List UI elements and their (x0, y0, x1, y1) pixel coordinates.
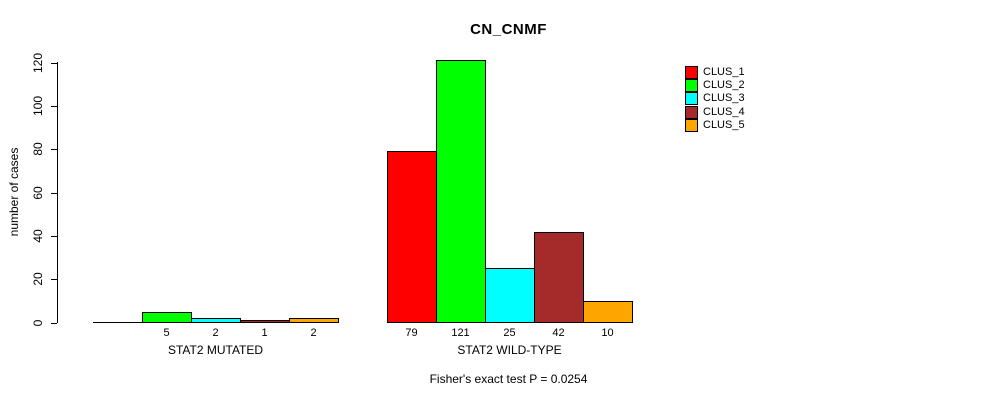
bar-stat2-wild-type-clus_5 (583, 300, 633, 323)
bar-value-label: 10 (601, 327, 614, 339)
y-tick-mark (51, 279, 57, 280)
bar-value-label: 79 (405, 327, 418, 339)
bar-value-label: 25 (503, 327, 516, 339)
y-tick-label: 100 (31, 95, 45, 116)
legend-swatch (685, 106, 698, 119)
y-tick-mark (51, 149, 57, 150)
y-tick-mark (51, 323, 57, 324)
y-tick-label: 60 (31, 185, 45, 200)
legend-swatch (685, 119, 698, 132)
legend-label: CLUS_4 (703, 106, 745, 118)
legend-swatch (685, 92, 698, 105)
bar-stat2-wild-type-clus_4 (534, 231, 584, 323)
bar-value-label: 1 (261, 327, 268, 339)
bar-stat2-wild-type-clus_2 (436, 60, 486, 323)
bar-stat2-mutated-clus_4 (240, 320, 290, 323)
bar-value-label: 2 (212, 327, 219, 339)
y-axis-title: number of cases (7, 147, 21, 237)
x-category-label: STAT2 MUTATED (167, 343, 264, 357)
y-tick-label: 80 (31, 142, 45, 156)
chart-title: CN_CNMF (470, 21, 547, 38)
bar-stat2-mutated-clus_3 (191, 318, 241, 323)
y-tick-label: 120 (31, 52, 45, 73)
legend-swatch (685, 79, 698, 92)
bar-stat2-wild-type-clus_1 (387, 151, 437, 323)
y-tick-label: 20 (31, 272, 45, 286)
bar-value-label: 42 (552, 327, 565, 339)
bar-value-label: 121 (451, 327, 470, 339)
bar-value-label: 5 (163, 327, 170, 339)
legend-label: CLUS_3 (703, 92, 745, 104)
y-tick-mark (51, 63, 57, 64)
y-tick-mark (51, 106, 57, 107)
bar-stat2-mutated-clus_2 (142, 311, 192, 323)
y-tick-mark (51, 236, 57, 237)
legend-label: CLUS_5 (703, 119, 745, 131)
y-axis-line (57, 62, 58, 323)
y-tick-label: 0 (31, 319, 45, 326)
legend-label: CLUS_1 (703, 66, 745, 78)
legend-swatch (685, 66, 698, 79)
y-tick-mark (51, 193, 57, 194)
y-tick-label: 40 (31, 229, 45, 243)
bar-stat2-wild-type-clus_3 (485, 268, 535, 323)
legend-label: CLUS_2 (703, 79, 745, 91)
bar-zero-clus_1 (93, 322, 143, 323)
bar-stat2-mutated-clus_5 (289, 318, 339, 323)
fisher-test-footnote: Fisher's exact test P = 0.0254 (429, 372, 588, 386)
bar-value-label: 2 (310, 327, 317, 339)
x-category-label: STAT2 WILD-TYPE (457, 343, 562, 357)
